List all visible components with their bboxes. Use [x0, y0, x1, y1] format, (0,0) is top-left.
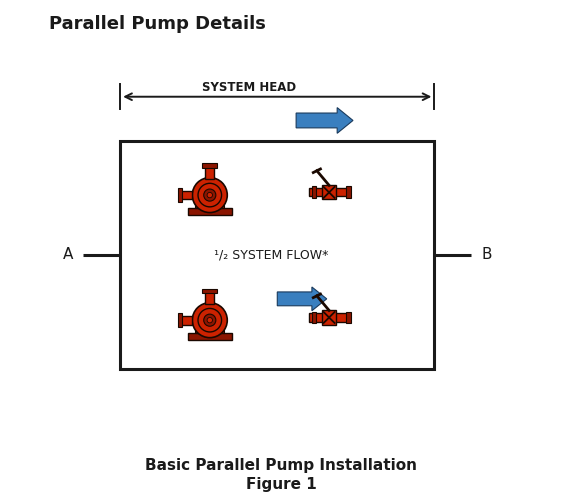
- Text: A: A: [63, 248, 73, 262]
- FancyArrow shape: [296, 108, 353, 134]
- Text: SYSTEM HEAD: SYSTEM HEAD: [202, 81, 296, 94]
- Bar: [188, 208, 232, 216]
- Circle shape: [204, 189, 216, 201]
- Circle shape: [192, 178, 227, 212]
- Circle shape: [204, 314, 216, 326]
- Bar: [205, 166, 215, 179]
- Bar: [322, 186, 336, 200]
- Bar: [202, 164, 217, 168]
- Bar: [309, 314, 350, 322]
- Circle shape: [207, 192, 212, 198]
- Bar: [196, 326, 201, 333]
- Circle shape: [198, 308, 221, 332]
- Bar: [219, 201, 224, 208]
- Text: Parallel Pump Details: Parallel Pump Details: [48, 15, 265, 33]
- Bar: [178, 314, 182, 327]
- Bar: [205, 292, 215, 304]
- Bar: [346, 312, 351, 324]
- Bar: [312, 312, 316, 324]
- Text: Figure 1: Figure 1: [246, 478, 316, 492]
- Circle shape: [198, 184, 221, 207]
- Circle shape: [207, 318, 212, 323]
- Text: ¹/₂ SYSTEM FLOW*: ¹/₂ SYSTEM FLOW*: [214, 248, 328, 262]
- Text: Basic Parallel Pump Installation: Basic Parallel Pump Installation: [145, 458, 417, 472]
- Bar: [196, 201, 201, 208]
- Bar: [178, 188, 182, 202]
- Bar: [312, 186, 316, 198]
- Bar: [219, 326, 224, 333]
- FancyArrow shape: [277, 287, 327, 310]
- Bar: [120, 141, 434, 368]
- Text: B: B: [481, 248, 492, 262]
- Circle shape: [192, 302, 227, 338]
- Bar: [202, 288, 217, 292]
- Bar: [188, 333, 232, 340]
- Bar: [179, 316, 192, 324]
- Bar: [322, 310, 336, 324]
- Bar: [346, 186, 351, 198]
- Bar: [179, 190, 192, 200]
- Bar: [309, 188, 350, 196]
